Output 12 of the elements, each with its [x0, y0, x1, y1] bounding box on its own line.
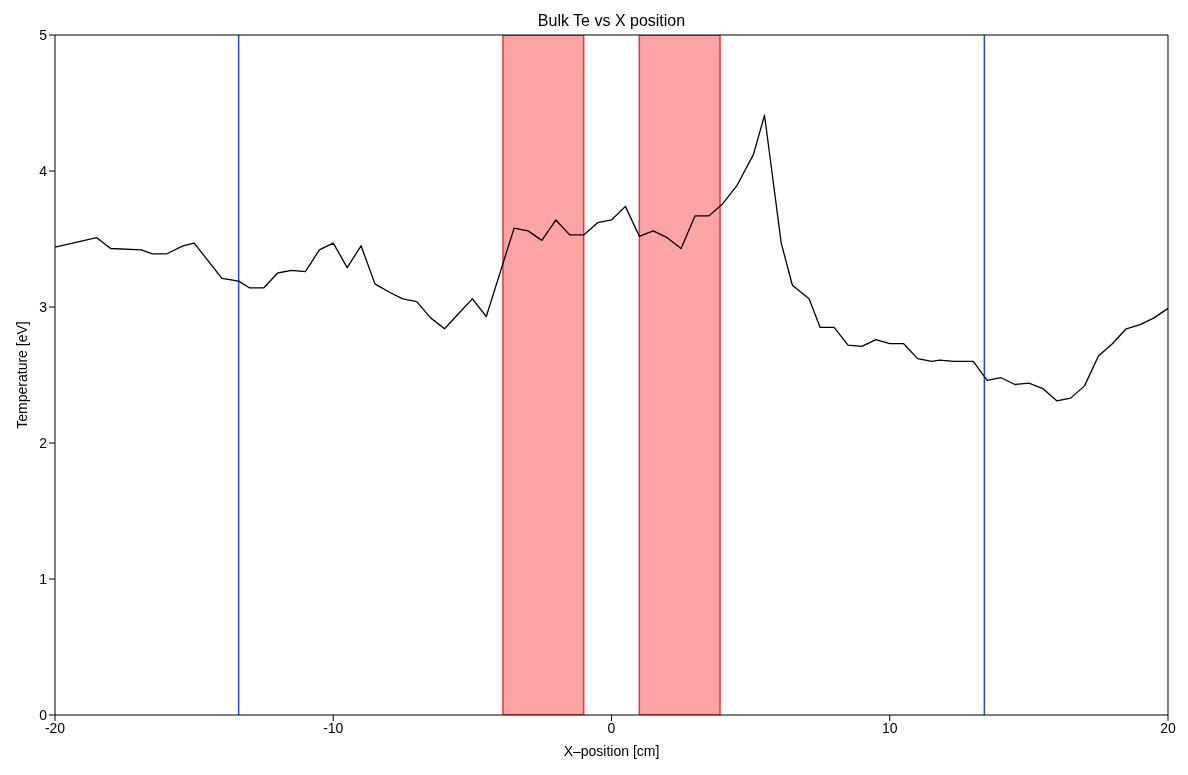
chart-title: Bulk Te vs X position — [536, 12, 687, 30]
x-tick-label: -10 — [323, 719, 344, 736]
y-tick-label: 2 — [39, 434, 48, 451]
y-tick-label: 4 — [39, 162, 48, 179]
x-axis-title: X–position [cm] — [563, 743, 660, 759]
x-tick-label: 10 — [881, 719, 898, 736]
x-tick-label: 20 — [1160, 719, 1176, 736]
y-axis-title: Temperature [eV] — [13, 321, 30, 429]
x-tick-label: 0 — [607, 719, 616, 736]
y-tick-label: 1 — [39, 570, 48, 587]
y-tick-label: 5 — [39, 26, 48, 43]
y-tick-label: 3 — [39, 298, 48, 315]
